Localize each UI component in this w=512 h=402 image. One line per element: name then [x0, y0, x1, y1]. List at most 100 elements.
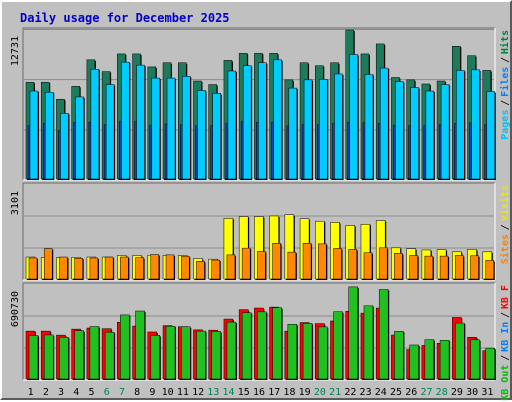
x-axis-label-day-26: 26 — [405, 387, 417, 398]
sites-bar-day-19 — [302, 242, 312, 280]
sites-bar-day-26 — [409, 255, 418, 280]
x-axis-label-day-21: 21 — [329, 387, 341, 398]
x-axis-label-day-9: 9 — [149, 387, 155, 398]
kb-out-bar-day-1 — [28, 335, 39, 380]
kb-out-bar-day-13 — [211, 331, 221, 380]
sites-bar-day-2 — [43, 248, 53, 280]
pages-bar-day-30 — [471, 69, 480, 180]
x-axis-label-day-31: 31 — [481, 387, 493, 398]
x-axis-label-day-22: 22 — [344, 387, 356, 398]
chart-title: Daily usage for December 2025 — [20, 11, 230, 25]
pages-bar-day-5 — [90, 68, 100, 180]
sites-bar-day-11 — [181, 256, 190, 280]
panel-3-legend-separator: / — [500, 355, 511, 361]
x-axis-label-day-14: 14 — [223, 387, 235, 398]
sites-bar-day-20 — [318, 243, 327, 280]
panel-2-legend-sites: Sites — [499, 234, 511, 264]
sites-bar-day-28 — [439, 255, 449, 280]
x-axis-label-day-30: 30 — [466, 387, 478, 398]
sites-bar-day-12 — [196, 261, 205, 280]
pages-bar-day-23 — [364, 74, 374, 180]
panel-2-legend-visits: Visits — [499, 185, 511, 221]
panel-2-scale-label: 3101 — [10, 191, 21, 215]
pages-bar-day-25 — [395, 81, 404, 180]
kb-out-bar-day-6 — [104, 331, 115, 380]
kb-out-bar-day-9 — [150, 335, 161, 380]
panel-3-legend-kb-f: KB F — [500, 285, 511, 309]
sites-bar-day-6 — [104, 256, 114, 280]
kb-out-bar-day-28 — [439, 340, 450, 380]
pages-bar-day-11 — [182, 76, 191, 180]
sites-bar-day-23 — [363, 252, 373, 280]
kb-out-bar-day-26 — [409, 344, 419, 380]
sites-bar-day-30 — [470, 255, 479, 280]
x-axis-label-day-20: 20 — [314, 387, 326, 398]
pages-bar-day-24 — [379, 67, 389, 180]
kb-out-bar-day-7 — [120, 314, 130, 380]
kb-out-bar-day-14 — [226, 321, 237, 380]
sites-bar-day-7 — [120, 256, 129, 280]
x-axis-label-day-7: 7 — [119, 387, 125, 398]
sites-bar-day-17 — [272, 242, 281, 280]
sites-bar-day-31 — [485, 260, 495, 280]
pages-bar-day-12 — [197, 90, 206, 180]
panel-3-scale-label: 690730 — [10, 291, 21, 327]
x-axis-label-day-27: 27 — [420, 387, 432, 398]
x-axis-label-day-1: 1 — [28, 387, 34, 398]
kb-out-bar-day-15 — [241, 312, 252, 380]
kb-out-bar-day-12 — [196, 330, 206, 380]
pages-bar-day-2 — [44, 91, 54, 180]
kb-out-bar-day-20 — [318, 326, 328, 380]
panel-1-legend-pages: Pages — [500, 110, 511, 140]
x-axis-label-day-19: 19 — [299, 387, 311, 398]
pages-bar-day-7 — [121, 61, 130, 180]
kb-out-bar-day-10 — [165, 326, 176, 380]
sites-bar-day-1 — [28, 257, 38, 280]
x-axis-label-day-25: 25 — [390, 387, 402, 398]
kb-out-bar-day-19 — [302, 323, 313, 380]
pages-bar-day-1 — [29, 90, 39, 180]
x-axis-label-day-5: 5 — [89, 387, 95, 398]
pages-bar-day-22 — [349, 54, 358, 180]
pages-bar-day-8 — [136, 64, 145, 180]
x-axis-label-day-6: 6 — [104, 387, 110, 398]
kb-out-bar-day-24 — [378, 289, 389, 380]
pages-bar-day-19 — [303, 79, 313, 180]
pages-bar-day-31 — [486, 91, 496, 180]
panel-1-legend-hits: Hits — [499, 30, 511, 54]
x-axis-label-day-24: 24 — [375, 387, 387, 398]
sites-bar-day-21 — [333, 248, 342, 280]
x-axis-label-day-4: 4 — [73, 387, 79, 398]
kb-out-bar-day-29 — [455, 322, 465, 380]
sites-bar-day-22 — [348, 249, 357, 280]
pages-bar-day-16 — [258, 62, 267, 180]
kb-out-bar-day-21 — [333, 311, 343, 380]
x-axis-label-day-12: 12 — [192, 387, 204, 398]
pages-bar-day-29 — [456, 70, 465, 180]
x-axis-label-day-8: 8 — [134, 387, 140, 398]
sites-bar-day-8 — [135, 257, 144, 280]
pages-bar-day-10 — [166, 77, 176, 180]
kb-out-bar-day-23 — [363, 305, 374, 380]
panel-3-legend-separator: / — [500, 312, 511, 318]
sites-bar-day-10 — [165, 254, 175, 280]
sites-bar-day-5 — [89, 257, 99, 280]
x-axis-label-day-28: 28 — [436, 387, 448, 398]
x-axis-label-day-29: 29 — [451, 387, 463, 398]
sites-bar-day-27 — [424, 255, 434, 280]
pages-bar-day-20 — [319, 79, 328, 180]
pages-bar-day-26 — [410, 87, 419, 180]
panel-1-legend-separator: / — [500, 100, 511, 106]
sites-bar-day-24 — [378, 247, 388, 280]
kb-out-bar-day-31 — [485, 347, 496, 380]
pages-bar-day-6 — [105, 84, 115, 180]
x-axis-label-day-10: 10 — [162, 387, 174, 398]
kb-out-bar-day-8 — [135, 310, 145, 380]
pages-bar-day-27 — [425, 90, 435, 180]
sites-bar-day-18 — [287, 251, 297, 280]
x-axis-label-day-3: 3 — [58, 387, 64, 398]
x-axis-label-day-13: 13 — [207, 387, 219, 398]
panel-2-legend-separator: / — [500, 224, 511, 230]
